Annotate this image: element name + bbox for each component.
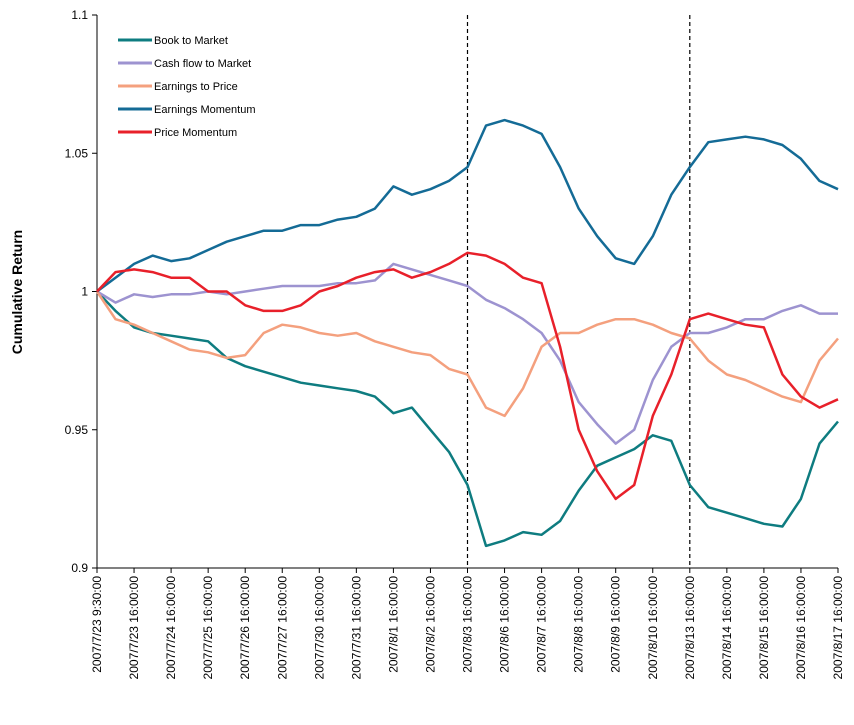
x-tick-label: 2007/8/9 16:00:00 [609,576,623,673]
x-tick-label: 2007/8/6 16:00:00 [498,576,512,673]
x-tick-label: 2007/8/16 16:00:00 [794,576,808,680]
x-tick-label: 2007/8/13 16:00:00 [683,576,697,680]
y-tick-label: 1.1 [71,8,88,22]
series-line [96,290,839,548]
legend-label: Earnings to Price [154,81,238,93]
x-tick-label: 2007/8/8 16:00:00 [572,576,586,673]
y-tick-label: 0.9 [71,561,88,575]
series-line [96,251,839,501]
y-tick-label: 1 [81,285,88,299]
x-tick-label: 2007/8/15 16:00:00 [757,576,771,680]
legend-label: Book to Market [154,35,228,47]
legend-label: Price Momentum [154,127,237,139]
x-tick-label: 2007/8/2 16:00:00 [423,576,437,673]
x-tick-label: 2007/8/14 16:00:00 [720,576,734,680]
y-axis-label: Cumulative Return [9,230,25,354]
x-tick-label: 2007/8/17 16:00:00 [831,576,845,680]
x-tick-label: 2007/7/27 16:00:00 [275,576,289,680]
x-tick-label: 2007/7/26 16:00:00 [238,576,252,680]
x-tick-label: 2007/8/10 16:00:00 [646,576,660,680]
x-tick-label: 2007/7/24 16:00:00 [164,576,178,680]
series-line [96,118,839,293]
x-tick-label: 2007/7/25 16:00:00 [201,576,215,680]
x-tick-label: 2007/7/23 16:00:00 [127,576,141,680]
legend-label: Earnings Momentum [154,104,256,116]
y-tick-label: 1.05 [65,146,89,160]
legend-label: Cash flow to Market [154,58,251,70]
x-tick-label: 2007/8/1 16:00:00 [386,576,400,673]
series-line [95,290,839,418]
series-line [96,262,838,445]
x-tick-label: 2007/8/3 16:00:00 [461,576,475,673]
x-tick-label: 2007/7/30 16:00:00 [312,576,326,680]
x-tick-label: 2007/8/7 16:00:00 [535,576,549,673]
x-tick-label: 2007/7/31 16:00:00 [349,576,363,680]
x-tick-label: 2007/7/23 9:30:00 [90,576,104,673]
y-tick-label: 0.95 [65,423,89,437]
